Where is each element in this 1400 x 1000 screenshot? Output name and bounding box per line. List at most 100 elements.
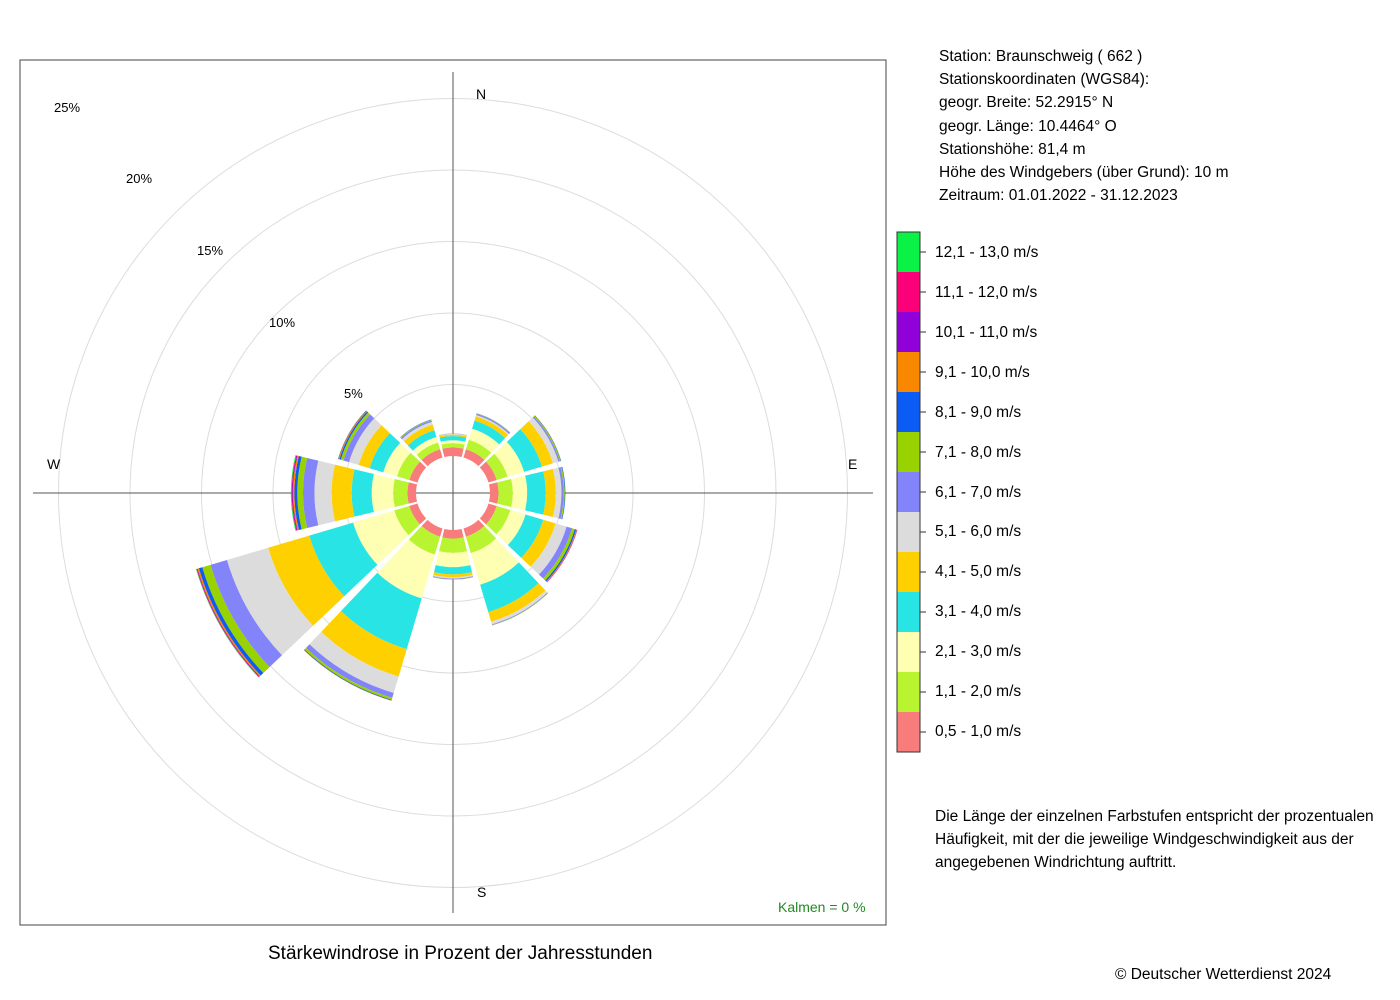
speed-segment xyxy=(442,528,464,539)
speed-segment xyxy=(507,514,544,558)
speed-segment xyxy=(409,503,427,525)
speed-segment xyxy=(561,466,566,520)
speed-segment xyxy=(479,503,497,525)
speed-segment xyxy=(198,567,264,676)
legend-label: 7,1 - 8,0 m/s xyxy=(935,444,1022,461)
speed-segment xyxy=(434,565,472,575)
speed-segment xyxy=(435,551,471,568)
station-info: Station: Braunschweig ( 662 ) Stationsko… xyxy=(939,45,1228,207)
speed-segment xyxy=(558,467,564,519)
calm-percentage: Kalmen = 0 % xyxy=(778,899,866,915)
speed-segment xyxy=(560,466,565,520)
speed-segment xyxy=(412,436,439,455)
speed-segment xyxy=(408,526,441,555)
speed-segment xyxy=(439,435,467,442)
sector-150 xyxy=(463,519,549,626)
speed-segment xyxy=(321,611,407,677)
legend-swatch xyxy=(897,512,920,552)
sector-30 xyxy=(463,413,511,467)
speed-segment xyxy=(432,576,474,580)
speed-segment xyxy=(496,510,526,546)
speed-segment xyxy=(358,425,390,469)
speed-segment xyxy=(409,461,427,483)
legend-label: 4,1 - 5,0 m/s xyxy=(935,563,1022,580)
sector-270 xyxy=(290,455,418,531)
speed-segment xyxy=(202,564,270,674)
speed-segment xyxy=(421,519,443,537)
speed-segment xyxy=(538,526,573,579)
sector-330 xyxy=(400,419,443,467)
compass-south-label: S xyxy=(477,884,487,900)
longitude: geogr. Länge: 10.4464° O xyxy=(939,117,1117,135)
legend-label: 11,1 - 12,0 m/s xyxy=(935,284,1038,301)
speed-segment xyxy=(532,416,560,462)
speed-segment xyxy=(210,559,282,668)
speed-segment xyxy=(543,528,575,581)
speed-segment xyxy=(291,455,297,531)
sector-180 xyxy=(432,528,474,580)
speed-segment xyxy=(433,574,473,579)
speed-segment xyxy=(297,456,308,530)
speed-segment xyxy=(491,590,548,625)
station-altitude: Stationshöhe: 81,4 m xyxy=(939,140,1086,158)
legend-swatch xyxy=(897,272,920,312)
speed-segment xyxy=(401,421,433,442)
speed-segment xyxy=(439,433,467,436)
legend-label: 6,1 - 7,0 m/s xyxy=(935,484,1022,501)
speed-segment xyxy=(528,417,559,464)
speed-segment xyxy=(393,479,409,507)
speed-segment xyxy=(303,457,319,529)
speed-segment xyxy=(432,576,474,580)
speed-segment xyxy=(421,449,443,467)
speed-segment xyxy=(439,433,467,436)
speed-segment xyxy=(479,461,497,483)
speed-segment xyxy=(416,442,441,460)
speed-segment xyxy=(403,424,435,446)
speed-segment xyxy=(353,510,409,565)
sector-240 xyxy=(195,503,427,678)
speed-segment xyxy=(331,464,355,522)
speed-segment xyxy=(439,434,467,438)
legend-explanation: Die Länge der einzelnen Farbstufen entsp… xyxy=(935,808,1374,871)
legend-swatch xyxy=(897,552,920,592)
wind-sectors xyxy=(195,410,578,701)
legend-swatch xyxy=(897,592,920,632)
speed-segment xyxy=(268,535,345,626)
speed-segment xyxy=(400,420,432,440)
speed-segment xyxy=(371,474,395,512)
speed-segment xyxy=(480,562,539,613)
sensor-height: Höhe des Windgebers (über Grund): 10 m xyxy=(939,164,1229,182)
legend-label: 8,1 - 9,0 m/s xyxy=(935,404,1022,421)
speed-segment xyxy=(294,455,302,531)
legend-label: 0,5 - 1,0 m/s xyxy=(935,723,1022,740)
speed-segment xyxy=(407,430,437,451)
sector-210 xyxy=(303,519,443,701)
speed-segment xyxy=(314,460,335,526)
legend-label: 9,1 - 10,0 m/s xyxy=(935,364,1030,381)
radial-tick-label: 25% xyxy=(54,100,81,115)
speed-segment xyxy=(472,420,506,445)
speed-segment xyxy=(293,455,299,531)
legend-label: 12,1 - 13,0 m/s xyxy=(935,244,1039,261)
legend-label: 2,1 - 3,0 m/s xyxy=(935,643,1022,660)
legend-swatch xyxy=(897,432,920,472)
speed-segment xyxy=(439,537,467,553)
legend-swatch xyxy=(897,392,920,432)
speed-segment xyxy=(309,631,399,694)
speed-segment xyxy=(340,572,422,650)
compass-east-label: E xyxy=(848,456,858,472)
sector-60 xyxy=(479,415,562,483)
speed-segment xyxy=(552,467,562,519)
speed-segment xyxy=(441,443,465,449)
legend-swatch xyxy=(897,632,920,672)
speed-segment xyxy=(433,572,473,578)
speed-segment xyxy=(486,505,511,535)
speed-segment xyxy=(488,482,499,504)
speed-segment xyxy=(511,475,528,511)
coordinates-heading: Stationskoordinaten (WGS84): xyxy=(939,71,1150,89)
speed-segment xyxy=(396,452,420,481)
speed-segment xyxy=(543,469,556,517)
legend-label: 10,1 - 11,0 m/s xyxy=(935,324,1038,341)
speed-segment xyxy=(309,522,378,597)
